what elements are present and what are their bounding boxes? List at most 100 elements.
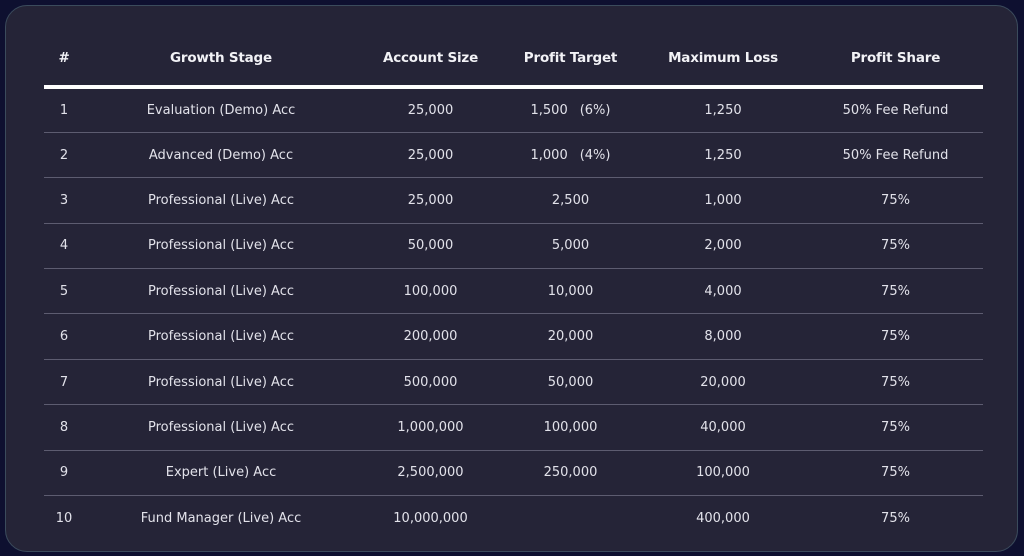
growth-stage-table: # Growth Stage Account Size Profit Targe… (44, 30, 983, 541)
cell-profit-target (503, 496, 638, 541)
growth-stage-panel: # Growth Stage Account Size Profit Targe… (5, 5, 1018, 552)
cell-profit-share-value: 75% (881, 329, 910, 345)
table-row: 7 Professional (Live) Acc 500,000 50,000 20,… (44, 359, 983, 406)
cell-account-size-value: 25,000 (407, 147, 454, 163)
table-header-row: # Growth Stage Account Size Profit Targe… (44, 30, 983, 87)
cell-account-size-value: 50,000 (407, 238, 454, 254)
header-number: # (58, 49, 70, 66)
cell-maximum-loss-value: 1,000 (704, 192, 742, 208)
cell-number: 9 (44, 450, 84, 497)
cell-growth-stage: Professional (Live) Acc (84, 313, 358, 360)
table-row: 4 Professional (Live) Acc 50,000 5,000 2,000… (44, 223, 983, 270)
cell-number-value: 4 (59, 238, 69, 254)
cell-growth-stage: Fund Manager (Live) Acc (84, 496, 358, 541)
cell-account-size-value: 25,000 (407, 102, 454, 118)
cell-account-size: 2,500,000 (358, 450, 503, 497)
cell-profit-share: 75% (808, 404, 983, 451)
cell-profit-target: 250,000 (503, 450, 638, 497)
cell-number-value: 6 (59, 329, 69, 345)
cell-maximum-loss-value: 100,000 (696, 465, 750, 481)
table-row: 10 Fund Manager (Live) Acc 10,000,000 400,0… (44, 496, 983, 541)
cell-growth-stage-value: Evaluation (Demo) Acc (146, 102, 296, 118)
cell-profit-share-value: 75% (881, 238, 910, 254)
cell-profit-share: 75% (808, 496, 983, 541)
cell-maximum-loss: 20,000 (638, 359, 808, 406)
cell-profit-target: 10,000 (503, 268, 638, 315)
cell-maximum-loss: 4,000 (638, 268, 808, 315)
table-row: 6 Professional (Live) Acc 200,000 20,000 8,0… (44, 313, 983, 360)
cell-profit-share-value: 75% (881, 374, 910, 390)
cell-profit-share: 75% (808, 359, 983, 406)
cell-number: 3 (44, 177, 84, 224)
cell-number-value: 3 (59, 192, 69, 208)
cell-account-size-value: 1,000,000 (397, 419, 464, 435)
cell-account-size: 25,000 (358, 132, 503, 179)
cell-number: 4 (44, 223, 84, 270)
cell-growth-stage-value: Expert (Live) Acc (165, 465, 277, 481)
cell-profit-share-value: 75% (881, 465, 910, 481)
cell-number: 7 (44, 359, 84, 406)
cell-maximum-loss-value: 20,000 (700, 374, 746, 390)
cell-profit-share-value: 50% Fee Refund (842, 147, 949, 163)
cell-profit-target-value: 20,000 (547, 329, 594, 345)
cell-account-size: 500,000 (358, 359, 503, 406)
cell-profit-target-value: 100,000 (543, 419, 598, 435)
cell-number-value: 1 (59, 102, 69, 118)
cell-maximum-loss-value: 1,250 (704, 147, 742, 163)
cell-growth-stage: Professional (Live) Acc (84, 177, 358, 224)
cell-maximum-loss-value: 400,000 (696, 510, 750, 526)
cell-growth-stage: Professional (Live) Acc (84, 223, 358, 270)
cell-number-value: 5 (59, 283, 69, 299)
header-profit-target: Profit Target (523, 49, 618, 66)
cell-profit-share: 75% (808, 268, 983, 315)
cell-number-value: 10 (55, 510, 73, 526)
cell-profit-share: 75% (808, 313, 983, 360)
cell-growth-stage: Evaluation (Demo) Acc (84, 87, 358, 133)
cell-number: 2 (44, 132, 84, 179)
cell-maximum-loss-value: 8,000 (704, 329, 742, 345)
cell-account-size: 10,000,000 (358, 496, 503, 541)
cell-maximum-loss: 100,000 (638, 450, 808, 497)
cell-profit-share: 50% Fee Refund (808, 87, 983, 133)
cell-maximum-loss: 1,250 (638, 87, 808, 133)
cell-maximum-loss-value: 40,000 (700, 419, 746, 435)
cell-profit-target-value: 250,000 (543, 465, 598, 481)
cell-account-size-value: 100,000 (403, 283, 458, 299)
cell-profit-share-value: 75% (881, 419, 910, 435)
cell-profit-share: 50% Fee Refund (808, 132, 983, 179)
cell-growth-stage: Professional (Live) Acc (84, 404, 358, 451)
cell-growth-stage-value: Professional (Live) Acc (147, 238, 295, 254)
cell-profit-share-value: 50% Fee Refund (842, 102, 949, 118)
cell-profit-target-value: 5,000 (551, 238, 590, 254)
cell-profit-share: 75% (808, 223, 983, 270)
header-account-size: Account Size (382, 49, 479, 66)
cell-profit-target-value: 1,000 (530, 147, 568, 163)
header-profit-share: Profit Share (850, 49, 941, 66)
cell-account-size: 25,000 (358, 87, 503, 133)
cell-profit-target: 20,000 (503, 313, 638, 360)
cell-number-value: 9 (59, 465, 69, 481)
table-row: 5 Professional (Live) Acc 100,000 10,000 4,0… (44, 268, 983, 315)
cell-account-size-value: 500,000 (403, 374, 458, 390)
cell-number: 1 (44, 87, 84, 133)
cell-maximum-loss: 400,000 (638, 496, 808, 541)
cell-profit-target: 50,000 (503, 359, 638, 406)
profit-target-percent: (6%) (579, 102, 611, 118)
cell-growth-stage: Professional (Live) Acc (84, 359, 358, 406)
cell-account-size: 200,000 (358, 313, 503, 360)
profit-target-percent: (4%) (579, 147, 611, 163)
cell-number: 5 (44, 268, 84, 315)
cell-profit-share-value: 75% (881, 283, 910, 299)
cell-growth-stage: Advanced (Demo) Acc (84, 132, 358, 179)
cell-number: 8 (44, 404, 84, 451)
cell-account-size-value: 200,000 (403, 329, 458, 345)
table-row: 8 Professional (Live) Acc 1,000,000 100,000… (44, 404, 983, 451)
cell-maximum-loss: 40,000 (638, 404, 808, 451)
cell-maximum-loss: 8,000 (638, 313, 808, 360)
cell-number-value: 8 (59, 419, 69, 435)
cell-profit-share: 75% (808, 177, 983, 224)
cell-account-size: 100,000 (358, 268, 503, 315)
cell-account-size-value: 2,500,000 (397, 465, 464, 481)
cell-profit-target-value: 1,500 (530, 102, 568, 118)
header-growth-stage: Growth Stage (170, 49, 272, 66)
